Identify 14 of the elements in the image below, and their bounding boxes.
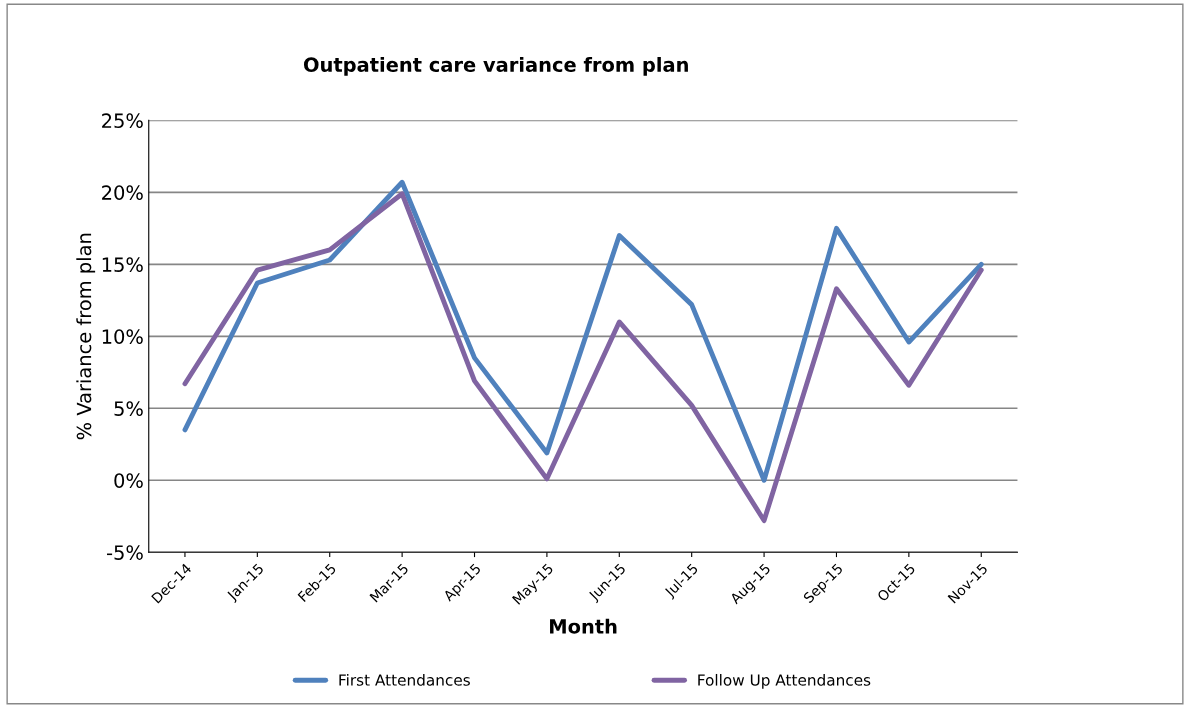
legend-label: First Attendances	[339, 673, 470, 686]
y-tick-label: 20%	[102, 185, 143, 200]
y-tick-label: 25%	[102, 113, 143, 129]
chart-title: Outpatient care variance from plan	[303, 56, 688, 76]
y-tick-label: 15%	[102, 257, 143, 272]
y-tick-label: 10%	[102, 329, 143, 344]
y-axis-title: % Variance from plan	[76, 233, 96, 440]
y-tick-label: 0%	[114, 473, 143, 488]
line-series	[182, 179, 984, 483]
legend-label: Follow Up Attendances	[698, 673, 871, 689]
y-tick-label: 5%	[114, 401, 143, 416]
line-series	[182, 191, 984, 523]
x-axis-title: Month	[550, 618, 617, 634]
y-tick-label: -5%	[106, 545, 143, 560]
